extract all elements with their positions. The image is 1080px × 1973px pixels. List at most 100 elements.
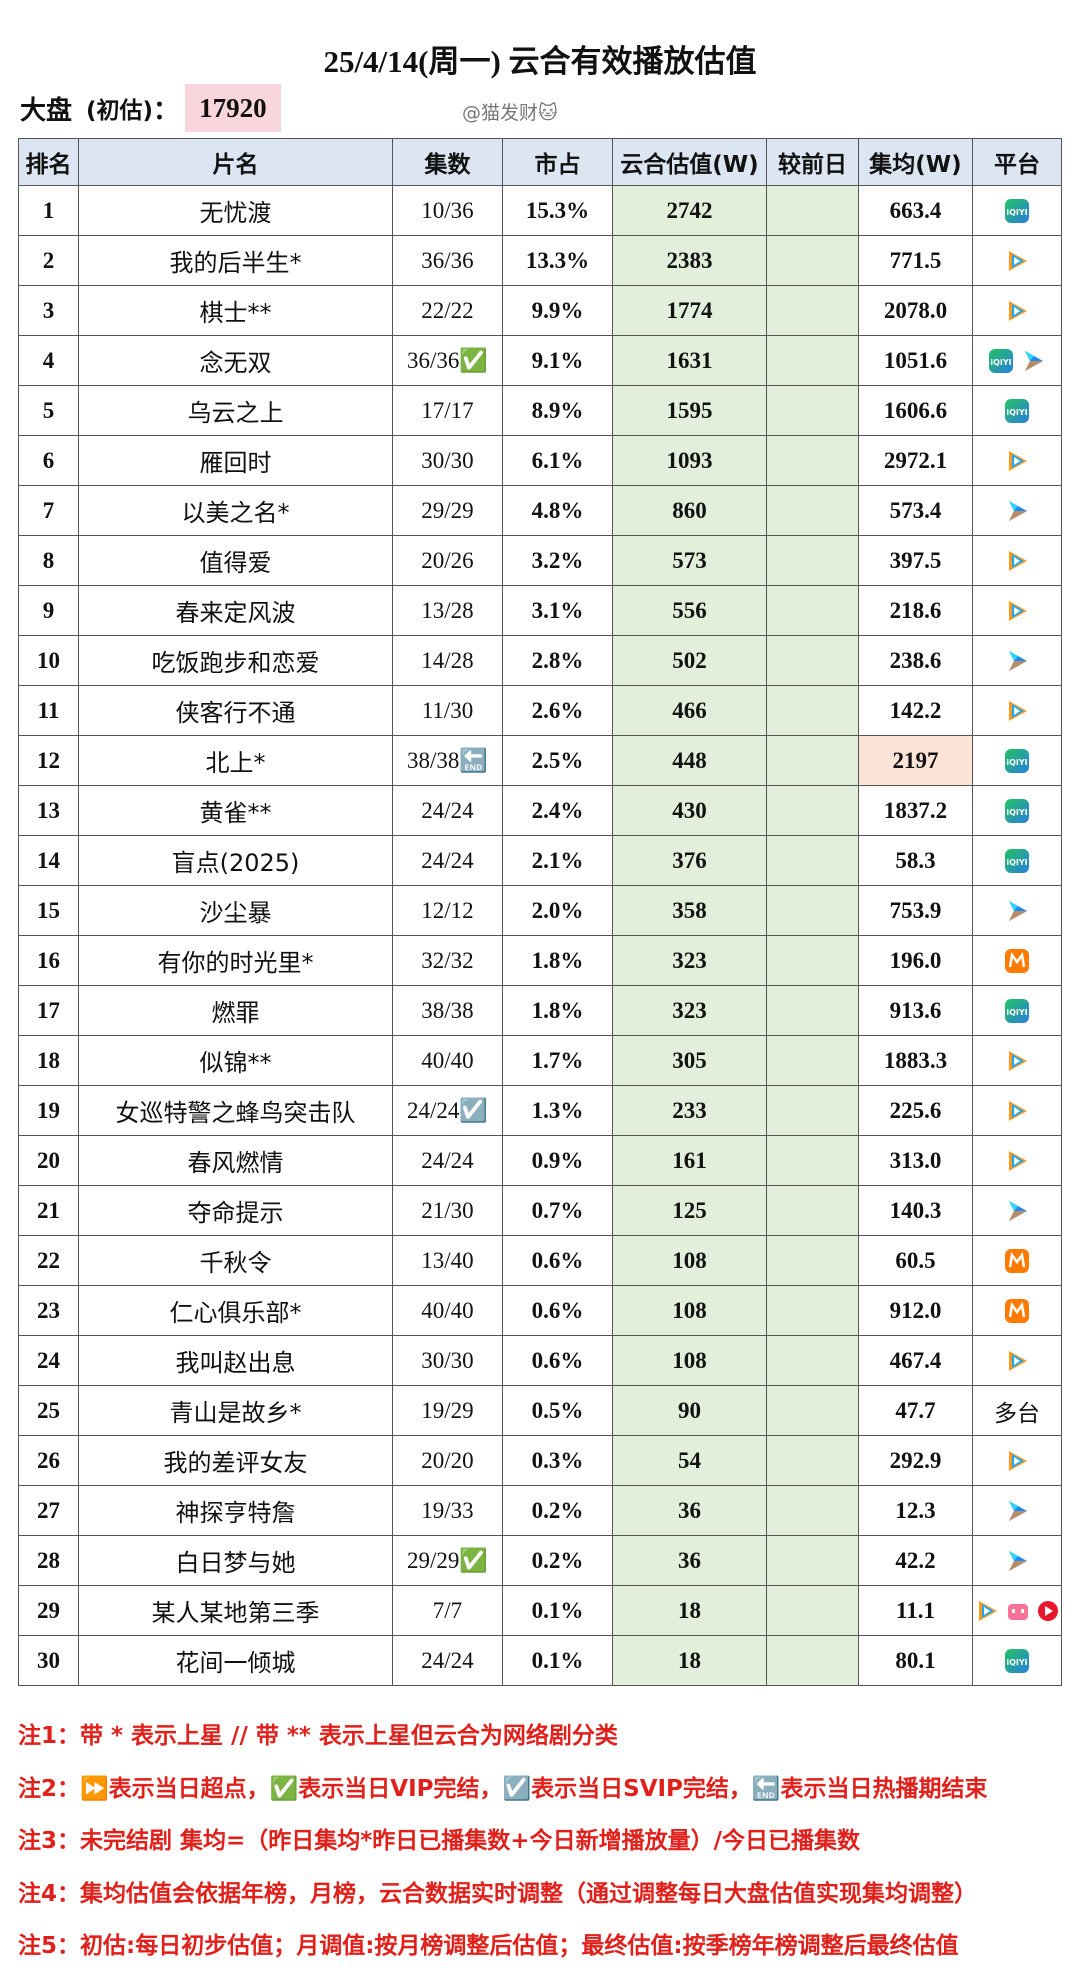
rank-cell: 14 <box>18 835 79 886</box>
estimate-cell: 18 <box>612 1585 767 1636</box>
share-cell: 6.1% <box>502 435 613 486</box>
tencent-icon <box>1009 1451 1027 1472</box>
rank-cell: 27 <box>18 1485 79 1536</box>
episodes-cell: 12/12 <box>392 885 503 936</box>
name-cell: 我的差评女友 <box>78 1435 393 1486</box>
share-cell: 0.2% <box>502 1535 613 1586</box>
episodes-cell: 36/36✅ <box>392 335 503 386</box>
share-cell: 8.9% <box>502 385 613 436</box>
average-cell: 771.5 <box>858 235 973 286</box>
share-cell: 0.2% <box>502 1485 613 1536</box>
estimate-cell: 448 <box>612 735 767 786</box>
rank-cell: 4 <box>18 335 79 386</box>
table-row: 28 白日梦与她 29/29✅ 0.2% 36 42.2 <box>18 1535 1062 1586</box>
share-cell: 9.1% <box>502 335 613 386</box>
platform-cell <box>972 1185 1062 1236</box>
share-cell: 9.9% <box>502 285 613 336</box>
change-cell <box>766 535 859 586</box>
average-cell: 225.6 <box>858 1085 973 1136</box>
youku-icon <box>1024 351 1043 372</box>
estimate-cell: 305 <box>612 1035 767 1086</box>
bilibili-icon <box>1008 1604 1028 1621</box>
episodes-cell: 14/28 <box>392 635 503 686</box>
episodes-cell: 29/29✅ <box>392 1535 503 1586</box>
average-cell: 292.9 <box>858 1435 973 1486</box>
ranking-table: 排名 片名 集数 市占 云合估值(W) 较前日 集均(W) 平台 1 无忧渡 10/36 15.3%… <box>18 138 1062 1686</box>
table-row: 24 我叫赵出息 30/30 0.6% 108 467.4 <box>18 1335 1062 1386</box>
iqiyi-icon: iQIYI <box>1005 399 1029 424</box>
header-cell: 片名 <box>78 138 393 186</box>
average-cell: 467.4 <box>858 1335 973 1386</box>
table-row: 8 值得爱 20/26 3.2% 573 397.5 <box>18 535 1062 586</box>
estimate-cell: 36 <box>612 1485 767 1536</box>
average-cell: 397.5 <box>858 535 973 586</box>
iqiyi-icon: iQIYI <box>1005 199 1029 224</box>
episodes-cell: 20/26 <box>392 535 503 586</box>
change-cell <box>766 685 859 736</box>
share-cell: 1.7% <box>502 1035 613 1086</box>
tencent-icon <box>1009 701 1027 722</box>
tencent-icon <box>1009 601 1027 622</box>
episodes-cell: 36/36 <box>392 235 503 286</box>
name-cell: 似锦** <box>78 1035 393 1086</box>
estimate-cell: 376 <box>612 835 767 886</box>
platform-cell <box>972 1585 1062 1636</box>
youku-icon <box>1009 1501 1027 1522</box>
name-cell: 白日梦与她 <box>78 1535 393 1586</box>
rank-cell: 15 <box>18 885 79 936</box>
name-cell: 北上* <box>78 735 393 786</box>
average-cell: 196.0 <box>858 935 973 986</box>
name-cell: 值得爱 <box>78 535 393 586</box>
episodes-cell: 38/38🔚 <box>392 735 503 786</box>
estimate-cell: 161 <box>612 1135 767 1186</box>
name-cell: 念无双 <box>78 335 393 386</box>
table-row: 2 我的后半生* 36/36 13.3% 2383 771.5 <box>18 235 1062 286</box>
youku-icon <box>1009 901 1027 922</box>
header-cell: 集数 <box>392 138 503 186</box>
table-row: 13 黄雀** 24/24 2.4% 430 1837.2 iQIYI <box>18 785 1062 836</box>
platform-cell: iQIYI <box>972 835 1062 886</box>
average-cell: 58.3 <box>858 835 973 886</box>
episodes-cell: 17/17 <box>392 385 503 436</box>
svg-text:iQIYI: iQIYI <box>1006 758 1027 767</box>
episodes-cell: 13/40 <box>392 1235 503 1286</box>
tencent-icon <box>1009 451 1027 472</box>
average-cell: 2972.1 <box>858 435 973 486</box>
summary: 大盘 (初估) ： 17920 <box>20 84 281 132</box>
average-cell: 142.2 <box>858 685 973 736</box>
table-row: 17 燃罪 38/38 1.8% 323 913.6 iQIYI <box>18 985 1062 1036</box>
rank-cell: 6 <box>18 435 79 486</box>
header-row: 排名 片名 集数 市占 云合估值(W) 较前日 集均(W) 平台 <box>18 138 1062 186</box>
name-cell: 女巡特警之蜂鸟突击队 <box>78 1085 393 1136</box>
estimate-cell: 2383 <box>612 235 767 286</box>
platform-cell <box>972 1135 1062 1186</box>
rank-cell: 18 <box>18 1035 79 1086</box>
average-cell: 913.6 <box>858 985 973 1036</box>
average-cell: 47.7 <box>858 1385 973 1436</box>
table-row: 6 雁回时 30/30 6.1% 1093 2972.1 <box>18 435 1062 486</box>
name-cell: 青山是故乡* <box>78 1385 393 1436</box>
rank-cell: 29 <box>18 1585 79 1636</box>
youku-icon <box>1009 1201 1027 1222</box>
estimate-cell: 18 <box>612 1635 767 1686</box>
table-row: 4 念无双 36/36✅ 9.1% 1631 1051.6 iQIYI <box>18 335 1062 386</box>
header-cell: 市占 <box>502 138 613 186</box>
table-row: 23 仁心俱乐部* 40/40 0.6% 108 912.0 <box>18 1285 1062 1336</box>
average-cell: 80.1 <box>858 1635 973 1686</box>
episodes-cell: 24/24 <box>392 1635 503 1686</box>
tencent-icon <box>1009 551 1027 572</box>
rank-cell: 22 <box>18 1235 79 1286</box>
summary-colon: ： <box>153 95 180 126</box>
note: 注3：未完结剧 集均=（昨日集均*昨日已播集数+今日新增播放量）/今日已播集数 <box>18 1828 860 1854</box>
estimate-cell: 556 <box>612 585 767 636</box>
name-cell: 棋士** <box>78 285 393 336</box>
name-cell: 夺命提示 <box>78 1185 393 1236</box>
name-cell: 千秋令 <box>78 1235 393 1286</box>
summary-sub: (初估) <box>86 98 154 124</box>
average-cell: 2197 <box>858 735 973 786</box>
rank-cell: 5 <box>18 385 79 436</box>
episodes-cell: 19/33 <box>392 1485 503 1536</box>
average-cell: 42.2 <box>858 1535 973 1586</box>
rank-cell: 25 <box>18 1385 79 1436</box>
name-cell: 盲点(2025) <box>78 835 393 886</box>
